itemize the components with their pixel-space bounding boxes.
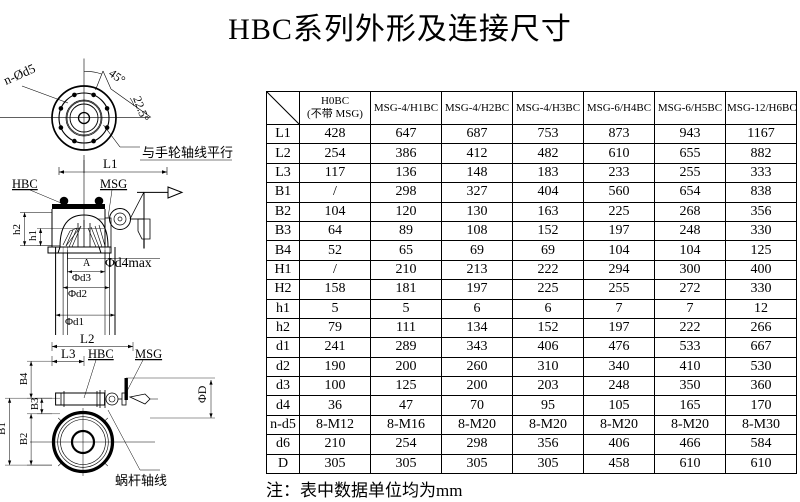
svg-text:MSG: MSG xyxy=(135,347,162,361)
svg-text:45°: 45° xyxy=(106,66,128,87)
svg-text:Φd2: Φd2 xyxy=(68,288,87,300)
svg-text:B3: B3 xyxy=(30,398,41,410)
svg-text:n-Ød5: n-Ød5 xyxy=(1,61,37,88)
svg-text:L3: L3 xyxy=(61,346,75,361)
svg-text:22.5°: 22.5° xyxy=(130,94,152,123)
svg-text:HBC: HBC xyxy=(88,347,114,361)
svg-text:B4: B4 xyxy=(19,372,30,385)
svg-text:B2: B2 xyxy=(19,433,30,445)
svg-text:Φd1: Φd1 xyxy=(65,316,84,328)
svg-text:h2: h2 xyxy=(11,224,23,235)
svg-text:L2: L2 xyxy=(80,331,94,346)
svg-text:HBC: HBC xyxy=(12,177,38,191)
svg-text:Φd4max: Φd4max xyxy=(105,255,152,270)
svg-text:蜗杆轴线: 蜗杆轴线 xyxy=(115,473,167,488)
svg-text:ΦD: ΦD xyxy=(195,385,209,403)
svg-text:MSG: MSG xyxy=(100,177,127,191)
svg-text:h1: h1 xyxy=(27,230,39,241)
svg-text:B1: B1 xyxy=(0,422,8,435)
svg-text:Φd3: Φd3 xyxy=(72,272,92,284)
svg-text:A: A xyxy=(83,258,91,269)
svg-text:L1: L1 xyxy=(103,156,117,171)
